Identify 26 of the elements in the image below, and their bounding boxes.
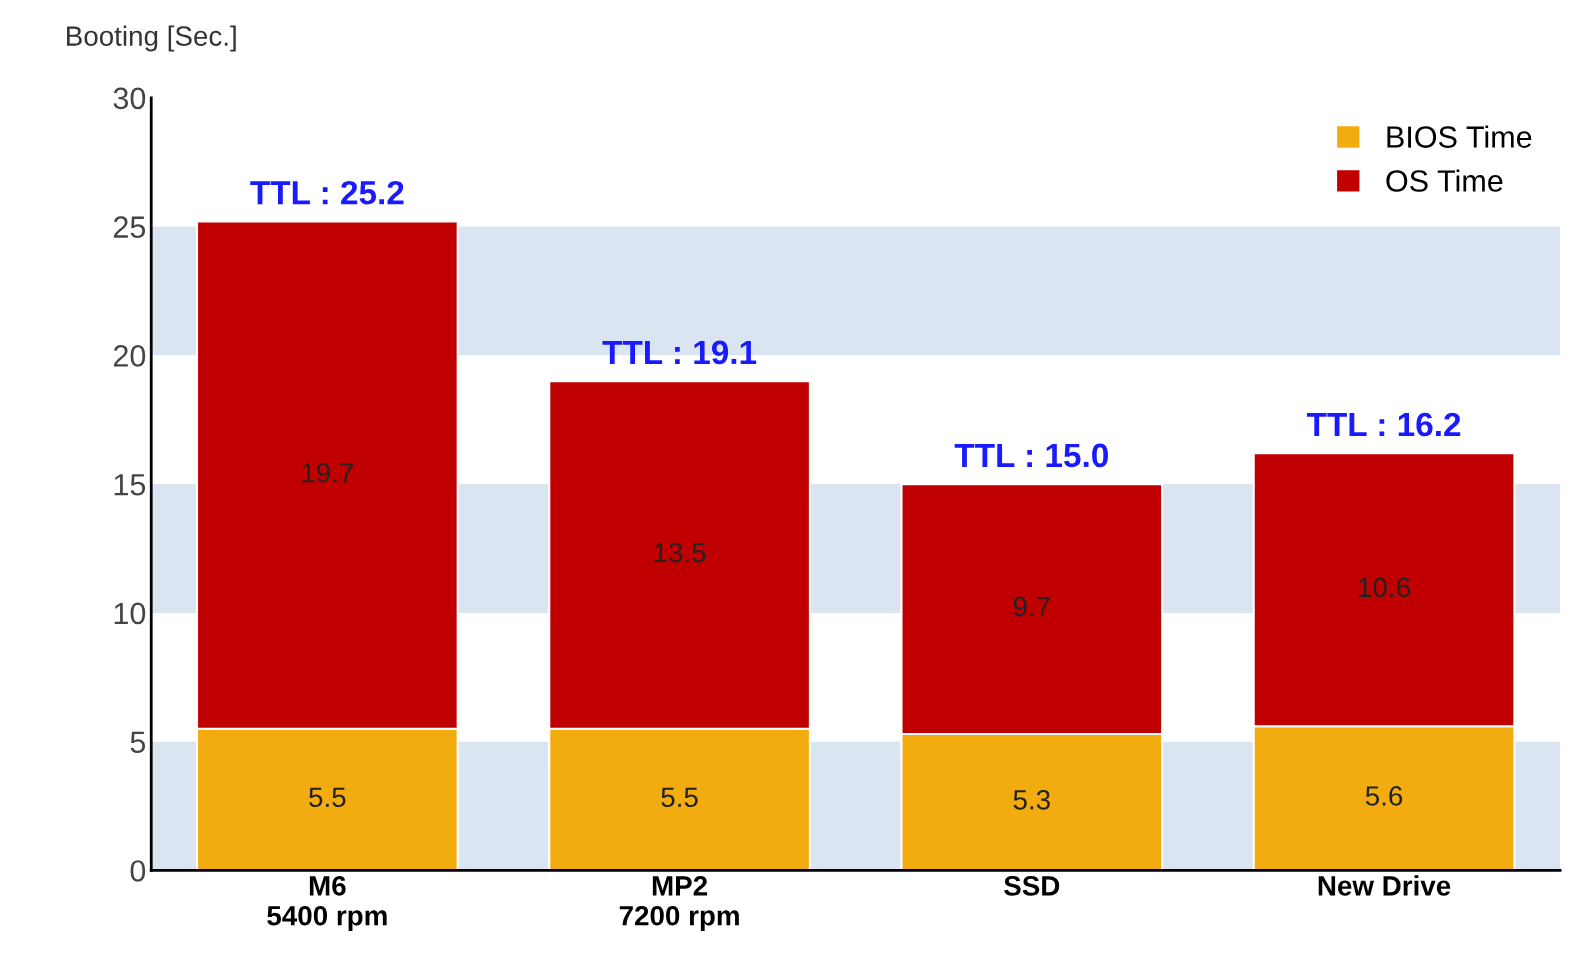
y-axis-title: Booting [Sec.]: [67, 25, 236, 52]
total-label: TTL : 15.0: [954, 443, 1108, 468]
y-tick-label: 15: [114, 474, 146, 496]
x-tick-label: New Drive: [1318, 875, 1451, 896]
data-label: 10.6: [1359, 577, 1410, 598]
x-tick-label: MP2 7200 rpm: [619, 876, 739, 932]
x-tick-label: SSD: [1004, 876, 1060, 896]
y-tick-label: 20: [113, 345, 146, 367]
data-label: 5.6: [1365, 786, 1403, 806]
total-label: TTL : 16.2: [1306, 412, 1461, 437]
data-label: 5.5: [661, 787, 698, 808]
y-tick-label: 30: [113, 87, 146, 110]
data-label: 13.5: [654, 542, 706, 563]
y-tick-label: 0: [130, 860, 146, 882]
data-label: 5.3: [1013, 789, 1050, 810]
legend-label: BIOS Time: [1387, 125, 1532, 148]
x-tick-label: M6 5400 rpm: [267, 876, 387, 932]
legend-label: OS Time: [1386, 169, 1503, 192]
y-tick-label: 10: [114, 602, 146, 625]
y-tick-label: 5: [130, 731, 146, 754]
total-label: TTL : 19.1: [602, 340, 757, 365]
data-label: 9.7: [1013, 596, 1050, 617]
data-label: 19.7: [302, 462, 353, 483]
data-label: 5.5: [309, 787, 346, 808]
y-tick-label: 25: [113, 216, 146, 238]
total-label: TTL : 25.2: [250, 180, 404, 205]
